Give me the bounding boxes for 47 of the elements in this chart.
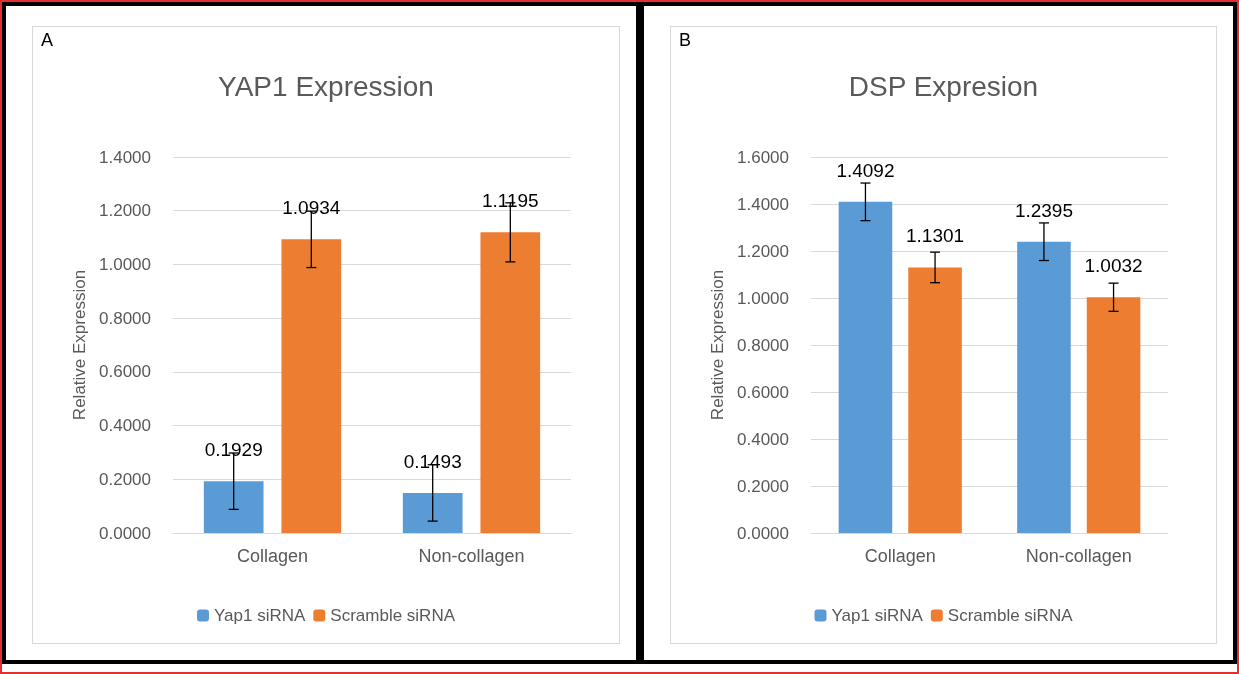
legend-label: Yap1 siRNA xyxy=(831,606,924,625)
data-label: 1.4092 xyxy=(836,159,895,181)
y-tick-label: 1.2000 xyxy=(99,201,151,221)
bar xyxy=(908,267,962,533)
bar xyxy=(281,239,342,533)
bar xyxy=(402,492,463,533)
x-tick-label: Collagen xyxy=(236,546,309,566)
y-tick-label: 0.8000 xyxy=(99,308,151,328)
y-axis-title: Relative Expression xyxy=(70,269,90,421)
chart-title: DSP Expresion xyxy=(848,70,1039,102)
x-tick-label: Non-collagen xyxy=(1025,546,1132,566)
y-tick-label: 0.2000 xyxy=(99,469,151,489)
data-label: 1.2395 xyxy=(1014,199,1074,221)
y-tick-label: 1.6000 xyxy=(737,147,789,167)
y-tick-label: 1.4000 xyxy=(99,147,151,167)
y-tick-label: 1.2000 xyxy=(737,241,789,261)
data-label: 0.1929 xyxy=(204,439,263,461)
chart-title: YAP1 Expression xyxy=(218,70,434,102)
bar xyxy=(1017,241,1071,533)
legend-label: Scramble siRNA xyxy=(947,606,1074,625)
text: B xyxy=(679,30,692,50)
y-tick-label: 0.2000 xyxy=(737,476,789,496)
data-label: 1.1195 xyxy=(481,190,539,212)
y-axis-title: Relative Expression xyxy=(708,269,728,421)
y-tick-label: 0.6000 xyxy=(99,362,151,382)
y-tick-label: 1.0000 xyxy=(99,254,151,274)
bar xyxy=(203,481,264,533)
y-tick-label: 0.0000 xyxy=(99,523,151,543)
data-label: 1.1301 xyxy=(905,225,965,247)
bar xyxy=(480,232,541,533)
legend-label: Yap1 siRNA xyxy=(213,606,306,625)
bar xyxy=(1086,297,1141,533)
bar xyxy=(838,201,893,533)
data-label: 0.1493 xyxy=(403,450,462,472)
x-tick-label: Collagen xyxy=(864,546,936,566)
y-tick-label: 0.4000 xyxy=(99,416,151,436)
y-tick-label: 0.4000 xyxy=(737,429,789,449)
data-label: 1.0934 xyxy=(282,197,341,219)
y-tick-label: 0.6000 xyxy=(737,382,789,402)
y-tick-label: 0.0000 xyxy=(737,523,789,543)
x-tick-label: Non-collagen xyxy=(418,546,525,566)
y-tick-label: 1.0000 xyxy=(737,288,789,308)
legend-label: Scramble siRNA xyxy=(330,606,456,625)
text: A xyxy=(41,30,54,50)
y-tick-label: 0.8000 xyxy=(737,335,789,355)
y-tick-label: 1.4000 xyxy=(737,194,789,214)
data-label: 1.0032 xyxy=(1084,255,1143,277)
